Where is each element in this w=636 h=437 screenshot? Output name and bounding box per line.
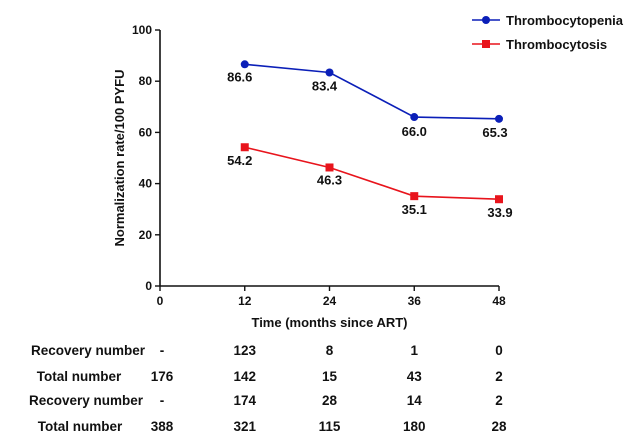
table-cell: 2	[495, 369, 503, 384]
data-point	[325, 163, 334, 172]
legend-label: Thrombocytosis	[506, 37, 607, 52]
data-label: 46.3	[317, 172, 342, 187]
data-point	[410, 113, 419, 122]
data-point	[410, 192, 419, 201]
table-cell: 180	[403, 419, 426, 434]
table-row-label: Total number	[37, 369, 122, 384]
table-row-label: Total number	[38, 419, 123, 434]
data-point	[495, 114, 503, 123]
table-cell: 2	[495, 393, 503, 408]
legend-marker	[482, 40, 490, 48]
table-row: Total number 388 321 115 180 28	[38, 419, 507, 434]
data-point	[240, 143, 249, 152]
data-label: 54.2	[227, 153, 252, 168]
table-cell: 388	[151, 419, 174, 434]
series-layer: 86.6 83.4 66.0 65.3 54.2 46.3 35.1 33.9	[227, 60, 513, 220]
legend: Thrombocytopenia Thrombocytosis	[472, 13, 624, 52]
series-line	[244, 63, 500, 120]
series-line	[244, 146, 500, 201]
table-cell: 115	[319, 419, 341, 434]
table-cell: 174	[233, 393, 256, 408]
legend-item: Thrombocytopenia	[472, 13, 624, 28]
data-label: 83.4	[312, 78, 338, 93]
data-label: 33.9	[487, 205, 512, 220]
y-tick-label: 100	[132, 23, 152, 37]
x-tick-label: 12	[238, 294, 252, 308]
table-cell: 176	[151, 369, 174, 384]
table-cell: 15	[322, 369, 338, 384]
x-axis-title: Time (months since ART)	[251, 315, 407, 330]
table-cell: 1	[410, 343, 418, 358]
table-cell: -	[160, 343, 165, 358]
table-cell: 142	[233, 369, 256, 384]
x-tick-label: 48	[492, 294, 506, 308]
y-tick-label: 20	[139, 228, 153, 242]
y-tick-label: 60	[139, 125, 153, 139]
data-point	[495, 195, 503, 204]
data-label: 86.6	[227, 69, 252, 84]
axes: 0 20 40 60 80 100 0 12 24 36 48 Time (months since …	[112, 23, 506, 330]
table-cell: 28	[491, 419, 507, 434]
data-point	[325, 68, 334, 77]
data-point	[240, 60, 249, 69]
table-cell: 14	[407, 393, 423, 408]
table-row: Total number 176 142 15 43 2	[37, 369, 503, 384]
legend-item: Thrombocytosis	[472, 37, 607, 52]
table-row-label: Recovery number	[29, 393, 144, 408]
y-tick-label: 0	[145, 279, 152, 293]
series-thrombocytosis: 54.2 46.3 35.1 33.9	[227, 143, 513, 220]
x-tick-label: 24	[323, 294, 337, 308]
table-cell: 123	[233, 343, 256, 358]
table-cell: 321	[233, 419, 256, 434]
y-tick-label: 40	[139, 177, 153, 191]
table-cell: 43	[407, 369, 423, 384]
table-cell: -	[160, 393, 165, 408]
table-row: Recovery number - 123 8 1 0	[31, 343, 503, 358]
y-axis-title: Normalization rate/100 PYFU	[112, 70, 127, 247]
data-label: 66.0	[402, 124, 427, 139]
y-tick-label: 80	[139, 74, 153, 88]
data-label: 65.3	[482, 125, 507, 140]
table-row-label: Recovery number	[31, 343, 146, 358]
legend-label: Thrombocytopenia	[506, 13, 624, 28]
series-thrombocytopenia: 86.6 83.4 66.0 65.3	[227, 60, 508, 140]
data-label: 35.1	[402, 202, 427, 217]
table-cell: 28	[322, 393, 338, 408]
table-cell: 8	[326, 343, 334, 358]
legend-marker	[482, 16, 490, 24]
table-row: Recovery number - 174 28 14 2	[29, 393, 503, 408]
table-cell: 0	[495, 343, 503, 358]
x-tick-label: 0	[157, 294, 164, 308]
x-tick-label: 36	[408, 294, 422, 308]
